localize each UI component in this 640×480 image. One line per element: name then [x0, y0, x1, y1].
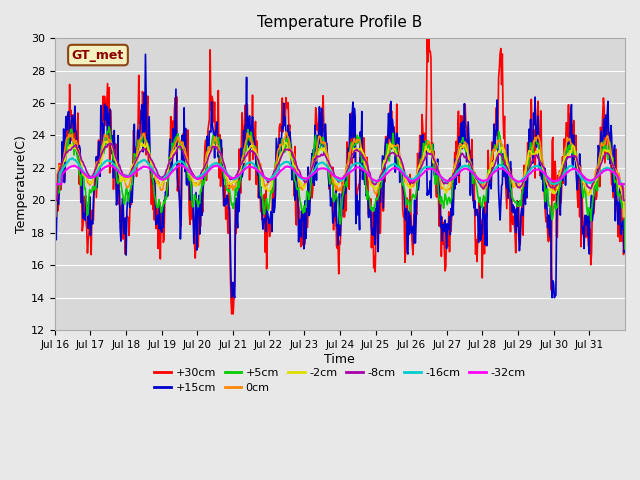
- Legend: +30cm, +15cm, +5cm, 0cm, -2cm, -8cm, -16cm, -32cm: +30cm, +15cm, +5cm, 0cm, -2cm, -8cm, -16…: [150, 363, 530, 397]
- -16cm: [252, 164, 259, 170]
- -32cm: [252, 166, 259, 171]
- Line: 0cm: 0cm: [55, 132, 625, 216]
- +30cm: [432, 193, 440, 199]
- +15cm: [118, 223, 125, 228]
- -32cm: [399, 171, 407, 177]
- -2cm: [118, 177, 126, 182]
- -8cm: [399, 165, 407, 171]
- -8cm: [431, 160, 439, 166]
- -32cm: [118, 172, 126, 178]
- -16cm: [273, 168, 281, 174]
- +30cm: [223, 204, 230, 209]
- -2cm: [273, 167, 281, 172]
- -32cm: [621, 181, 629, 187]
- +15cm: [274, 150, 282, 156]
- Line: -8cm: -8cm: [55, 143, 625, 200]
- -2cm: [621, 214, 629, 219]
- 0cm: [51, 214, 59, 219]
- Text: GT_met: GT_met: [72, 48, 124, 61]
- -16cm: [223, 171, 231, 177]
- +30cm: [621, 201, 629, 207]
- -2cm: [103, 138, 111, 144]
- +30cm: [118, 216, 125, 221]
- +5cm: [621, 246, 629, 252]
- +15cm: [231, 295, 239, 300]
- X-axis label: Time: Time: [324, 353, 355, 366]
- -32cm: [431, 168, 439, 174]
- -2cm: [431, 158, 439, 164]
- 0cm: [251, 145, 259, 151]
- Line: -16cm: -16cm: [55, 158, 625, 184]
- +5cm: [431, 181, 439, 187]
- Line: +30cm: +30cm: [55, 38, 625, 314]
- +5cm: [118, 191, 126, 196]
- +30cm: [399, 214, 407, 220]
- 0cm: [431, 161, 439, 167]
- -8cm: [223, 172, 231, 178]
- -8cm: [106, 140, 114, 146]
- 0cm: [223, 174, 230, 180]
- +5cm: [273, 159, 281, 165]
- +5cm: [105, 124, 113, 130]
- 0cm: [273, 161, 280, 167]
- +30cm: [273, 147, 281, 153]
- +30cm: [252, 119, 259, 124]
- +15cm: [252, 167, 260, 173]
- +15cm: [51, 239, 59, 244]
- -16cm: [68, 156, 76, 161]
- Y-axis label: Temperature(C): Temperature(C): [15, 135, 28, 233]
- +30cm: [51, 210, 59, 216]
- +5cm: [252, 144, 259, 149]
- +15cm: [621, 226, 629, 232]
- -8cm: [621, 197, 629, 203]
- 0cm: [118, 176, 125, 182]
- 0cm: [399, 171, 407, 177]
- Line: +5cm: +5cm: [55, 127, 625, 249]
- -16cm: [431, 168, 439, 174]
- -16cm: [118, 172, 126, 178]
- -8cm: [252, 151, 259, 157]
- +5cm: [51, 246, 59, 252]
- 0cm: [621, 214, 629, 219]
- -8cm: [51, 197, 59, 203]
- +30cm: [228, 311, 236, 317]
- +30cm: [424, 35, 431, 41]
- 0cm: [282, 129, 290, 135]
- +5cm: [223, 188, 231, 193]
- -2cm: [252, 150, 259, 156]
- +15cm: [432, 172, 440, 178]
- -32cm: [273, 172, 281, 178]
- +15cm: [141, 51, 149, 57]
- -16cm: [399, 169, 407, 175]
- -2cm: [399, 168, 407, 174]
- Title: Temperature Profile B: Temperature Profile B: [257, 15, 422, 30]
- -8cm: [118, 170, 126, 176]
- Line: -32cm: -32cm: [55, 165, 625, 184]
- -2cm: [223, 175, 231, 180]
- -32cm: [223, 172, 231, 178]
- Line: +15cm: +15cm: [55, 54, 625, 298]
- -8cm: [273, 163, 281, 169]
- +15cm: [401, 194, 408, 200]
- -32cm: [51, 181, 59, 187]
- +5cm: [399, 181, 407, 187]
- -16cm: [621, 181, 629, 187]
- -16cm: [51, 181, 59, 187]
- +15cm: [223, 192, 231, 198]
- Line: -2cm: -2cm: [55, 141, 625, 216]
- -32cm: [107, 162, 115, 168]
- -2cm: [51, 214, 59, 219]
